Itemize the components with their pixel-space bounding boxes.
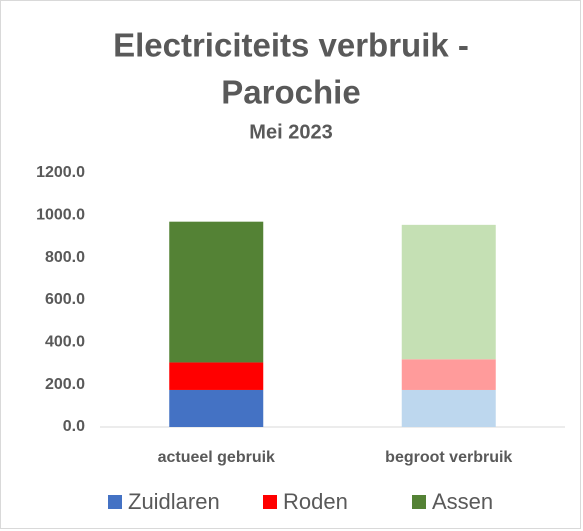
legend-swatch	[108, 495, 122, 509]
bar-segment	[401, 389, 496, 427]
bar-segment	[169, 362, 264, 390]
chart-title: Parochie	[221, 74, 360, 111]
y-tick-label: 600.0	[45, 291, 85, 308]
legend-label: Assen	[432, 489, 493, 514]
chart-subtitle: Mei 2023	[249, 121, 332, 143]
x-tick-label: begroot verbruik	[385, 449, 512, 466]
bar-segment	[401, 359, 496, 390]
y-tick-label: 800.0	[45, 249, 85, 266]
y-tick-label: 1000.0	[36, 207, 85, 224]
y-tick-label: 200.0	[45, 376, 85, 393]
legend-label: Roden	[283, 489, 348, 514]
bar-segment	[169, 389, 264, 427]
chart-title: Electriciteits verbruik -	[113, 27, 469, 64]
legend-swatch	[412, 495, 426, 509]
x-tick-label: actueel gebruik	[158, 449, 275, 466]
bar-segment	[169, 221, 264, 363]
y-tick-label: 400.0	[45, 334, 85, 351]
legend-label: Zuidlaren	[128, 489, 220, 514]
legend-swatch	[263, 495, 277, 509]
y-tick-label: 0.0	[63, 418, 85, 435]
y-tick-label: 1200.0	[36, 164, 85, 181]
bar-segment	[401, 224, 496, 360]
